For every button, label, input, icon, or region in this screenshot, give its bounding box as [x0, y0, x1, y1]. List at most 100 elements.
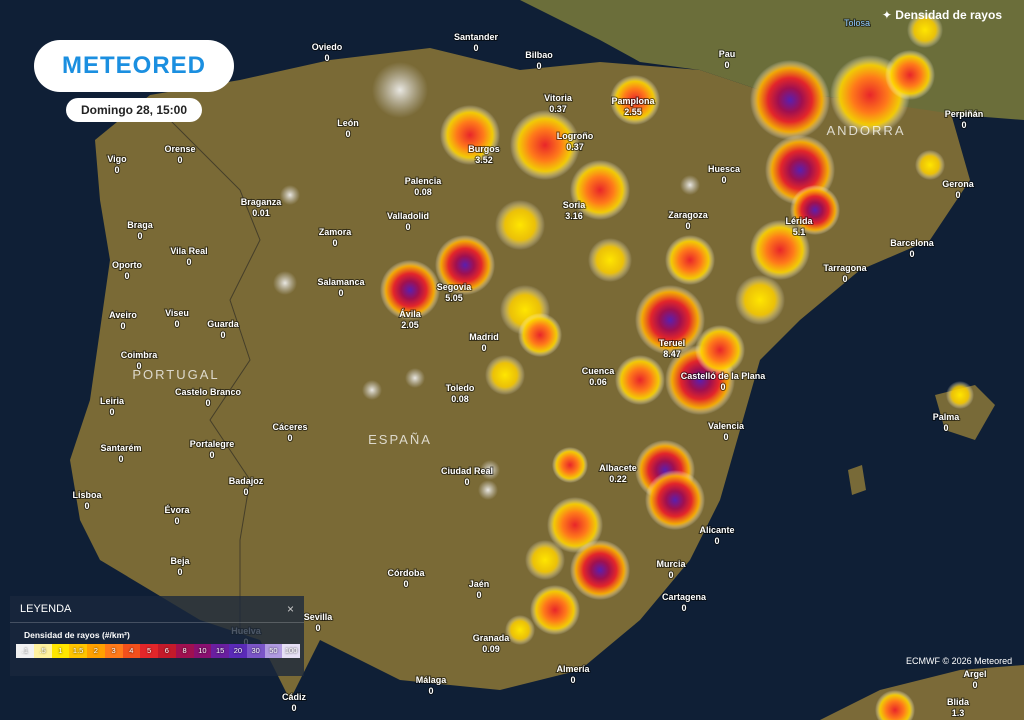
city-name: Salamanca	[317, 277, 365, 287]
legend: LEYENDA × Densidad de rayos (#/km²) .1.5 1…	[10, 596, 304, 676]
city-value: 0	[136, 361, 141, 371]
city-value: 0	[174, 516, 179, 526]
city-value: 0	[723, 432, 728, 442]
legend-scale: .1.5 1 1.5 2 3 4 5 6 8 10 15 20 30 50 100	[16, 644, 300, 658]
density-blob	[495, 200, 545, 250]
legend-step: 20	[229, 644, 247, 658]
city-value: 0.08	[451, 394, 469, 404]
city-name: Pau	[719, 49, 736, 59]
legend-step: 6	[158, 644, 176, 658]
city-name: Ciudad Real	[441, 466, 493, 476]
city-name: Teruel	[659, 338, 685, 348]
city-value: 8.47	[663, 349, 681, 359]
city-value: 0	[137, 231, 142, 241]
date-badge[interactable]: Domingo 28, 15:00	[66, 98, 202, 122]
density-blob	[570, 540, 630, 600]
density-blob	[518, 313, 562, 357]
city-name: Tolosa	[844, 18, 870, 28]
city-name: Segovia	[437, 282, 473, 292]
density-blob	[505, 615, 535, 645]
city-value: 0.37	[549, 104, 567, 114]
city-name: Albacete	[599, 463, 637, 473]
density-blob	[380, 260, 440, 320]
legend-step: 8	[175, 644, 194, 658]
city-name: Évora	[164, 505, 190, 515]
density-blob	[915, 150, 945, 180]
city-value: 0	[186, 257, 191, 267]
city-value: 0	[174, 319, 179, 329]
legend-title: LEYENDA	[20, 603, 72, 615]
city-name: Castelo Branco	[175, 387, 242, 397]
legend-step: 1.5	[69, 644, 87, 658]
city-name: Soria	[563, 200, 587, 210]
city-value: 2.05	[401, 320, 419, 330]
density-blob	[680, 175, 700, 195]
city-name: Cáceres	[272, 422, 307, 432]
city-name: Santander	[454, 32, 499, 42]
city-name: Bilbao	[525, 50, 553, 60]
city-value: 0.09	[482, 644, 500, 654]
legend-step: 1	[51, 644, 70, 658]
city-name: Badajoz	[229, 476, 264, 486]
city-name: Oporto	[112, 260, 142, 270]
city-name: Blida	[947, 697, 970, 707]
density-blob	[405, 368, 425, 388]
city-value: 0	[961, 120, 966, 130]
density-blob	[273, 271, 297, 295]
legend-step: 30	[246, 644, 265, 658]
city-name: Oviedo	[312, 42, 343, 52]
city-name: Guarda	[207, 319, 240, 329]
legend-step: 100	[282, 644, 300, 658]
layer-title[interactable]: ✦ Densidad de rayos	[881, 8, 1002, 22]
country-label: ANDORRA	[826, 123, 905, 138]
city-value: 0	[428, 686, 433, 696]
city-name: Palencia	[405, 176, 443, 186]
density-blob	[547, 497, 603, 553]
legend-header: LEYENDA ×	[10, 596, 304, 623]
legend-close[interactable]: ×	[286, 602, 294, 616]
city-name: Perpiñán	[945, 109, 984, 119]
city-name: Coimbra	[121, 350, 159, 360]
logo[interactable]: METEORED	[34, 40, 234, 92]
city-name: Vila Real	[170, 246, 207, 256]
city-name: Cuenca	[582, 366, 616, 376]
city-value: 2.55	[624, 107, 642, 117]
density-blob	[362, 380, 382, 400]
city-name: Braganza	[241, 197, 283, 207]
density-blob	[907, 12, 943, 48]
city-name: Toledo	[446, 383, 475, 393]
city-name: Córdoba	[388, 568, 426, 578]
density-blob	[615, 355, 665, 405]
country-label: PORTUGAL	[132, 367, 219, 382]
city-value: 0	[403, 579, 408, 589]
density-blob	[570, 160, 630, 220]
city-value: 0	[315, 623, 320, 633]
density-blob	[478, 480, 498, 500]
city-value: 0	[205, 398, 210, 408]
city-value: 0	[109, 407, 114, 417]
